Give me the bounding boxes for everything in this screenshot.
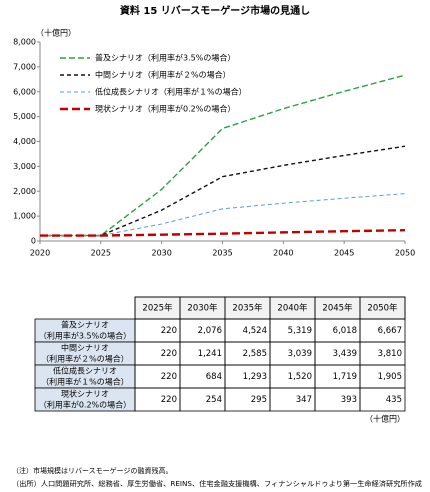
y-tick-label: 7,000 — [13, 62, 36, 71]
y-tick-label: 1,000 — [13, 212, 36, 221]
table-header: 2035年 — [232, 303, 263, 314]
series-line — [40, 74, 406, 237]
table-value: 1,520 — [288, 372, 312, 382]
table-value: 295 — [251, 395, 267, 405]
table-value: 220 — [161, 349, 177, 359]
legend-label: 現状シナリオ（利用率が0.2%の場合） — [95, 104, 235, 114]
table-row-label: （利用率が２%の場合） — [41, 354, 129, 364]
legend-label: 普及シナリオ（利用率が3.5%の場合） — [95, 53, 235, 63]
table-value: 2,076 — [198, 326, 222, 336]
x-tick-label: 2020 — [30, 249, 50, 258]
table-unit: （十億円） — [365, 414, 405, 424]
table-value: 3,810 — [378, 349, 402, 359]
y-tick-label: 4,000 — [13, 137, 36, 146]
table-value: 2,585 — [243, 349, 267, 359]
y-tick-label: 3,000 — [13, 162, 36, 171]
series-line — [40, 145, 406, 237]
table-row-label: 現状シナリオ — [61, 389, 109, 399]
table-value: 254 — [206, 395, 222, 405]
table-value: 393 — [341, 395, 357, 405]
x-tick-label: 2050 — [395, 249, 415, 258]
table-row-label: 普及シナリオ — [61, 320, 109, 330]
table-row-label: （利用率が0.2%の場合） — [39, 400, 131, 410]
chart-title: 資料 15 リバースモーゲージ市場の見通し — [120, 4, 310, 17]
table-value: 220 — [161, 326, 177, 336]
legend-label: 低位成長シナリオ（利用率が１%の場合） — [95, 87, 247, 97]
y-tick-label: 8,000 — [13, 38, 36, 47]
table-row-label: 低位成長シナリオ — [53, 366, 117, 376]
table-value: 3,039 — [288, 349, 312, 359]
table-value: 1,719 — [333, 372, 357, 382]
table-value: 6,667 — [378, 326, 402, 336]
table-row-label: 中間シナリオ — [61, 343, 109, 353]
table-header: 2050年 — [367, 303, 398, 314]
x-tick-label: 2035 — [212, 249, 232, 258]
x-tick-label: 2030 — [151, 249, 171, 258]
table-value: 220 — [161, 395, 177, 405]
x-tick-label: 2040 — [273, 249, 293, 258]
y-tick-label: 2,000 — [13, 187, 36, 196]
table-header: 2030年 — [187, 303, 218, 314]
table-value: 435 — [386, 395, 402, 405]
table-value: 3,439 — [333, 349, 357, 359]
table-value: 5,319 — [288, 326, 312, 336]
note: （注）市場規模はリバースモーゲージの融資残高。 — [12, 466, 173, 475]
table-header: 2025年 — [142, 303, 173, 314]
table-value: 1,905 — [378, 372, 402, 382]
table-row-label: （利用率が3.5%の場合） — [39, 331, 131, 341]
series-line — [40, 228, 406, 237]
table-value: 6,018 — [333, 326, 357, 336]
x-tick-label: 2025 — [91, 249, 111, 258]
x-tick-label: 2045 — [334, 249, 354, 258]
note: （出所）人口問題研究所、総務省、厚生労働省、REINS、住宅金融支援機構、フィナ… — [12, 479, 422, 488]
y-unit: （十億円） — [36, 28, 76, 38]
table-value: 220 — [161, 372, 177, 382]
series-line — [40, 193, 406, 237]
y-tick-label: 0 — [31, 237, 36, 246]
table-row-label: （利用率が１%の場合） — [41, 377, 129, 387]
table-header: 2045年 — [322, 303, 353, 314]
table-value: 1,241 — [198, 349, 222, 359]
legend-label: 中間シナリオ（利用率が２%の場合） — [95, 70, 231, 80]
table-header: 2040年 — [277, 303, 308, 314]
y-tick-label: 6,000 — [13, 87, 36, 96]
table-cell — [359, 387, 406, 412]
table-value: 684 — [206, 372, 222, 382]
y-tick-label: 5,000 — [13, 112, 36, 121]
table-value: 1,293 — [243, 372, 267, 382]
table-value: 4,524 — [243, 326, 267, 336]
table-value: 347 — [296, 395, 312, 405]
